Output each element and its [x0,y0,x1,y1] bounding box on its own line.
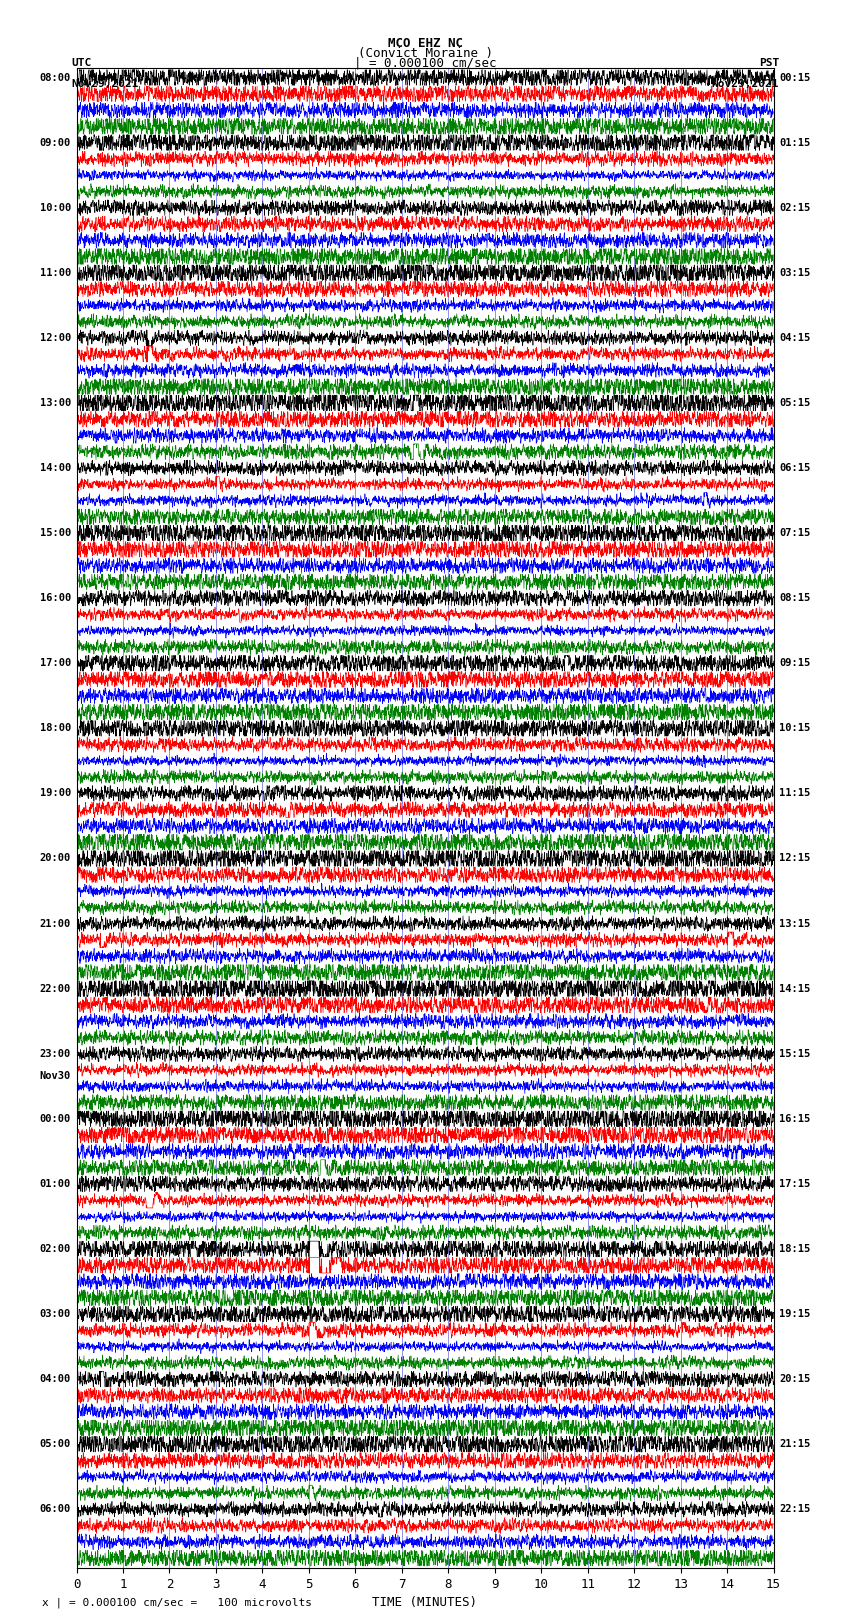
Text: 15:00: 15:00 [40,527,71,539]
Text: 18:00: 18:00 [40,723,71,734]
Text: 21:00: 21:00 [40,918,71,929]
Text: (Convict Moraine ): (Convict Moraine ) [358,47,492,60]
Text: 04:00: 04:00 [40,1374,71,1384]
Text: 11:00: 11:00 [40,268,71,277]
Text: 16:15: 16:15 [779,1115,810,1124]
Text: 17:00: 17:00 [40,658,71,668]
Text: MCO EHZ NC: MCO EHZ NC [388,37,462,50]
Text: | = 0.000100 cm/sec: | = 0.000100 cm/sec [354,56,496,69]
Text: 14:00: 14:00 [40,463,71,473]
Text: 21:15: 21:15 [779,1439,810,1448]
Text: 06:15: 06:15 [779,463,810,473]
Text: 12:15: 12:15 [779,853,810,863]
Text: 01:00: 01:00 [40,1179,71,1189]
Text: 22:15: 22:15 [779,1505,810,1515]
Text: 01:15: 01:15 [779,137,810,147]
Text: 20:00: 20:00 [40,853,71,863]
X-axis label: TIME (MINUTES): TIME (MINUTES) [372,1597,478,1610]
Text: Nov29,2021: Nov29,2021 [711,68,779,89]
Text: Nov29,2021: Nov29,2021 [71,68,139,89]
Text: 19:00: 19:00 [40,789,71,798]
Text: 23:00: 23:00 [40,1048,71,1058]
Text: 03:00: 03:00 [40,1310,71,1319]
Text: 10:00: 10:00 [40,203,71,213]
Text: x | = 0.000100 cm/sec =   100 microvolts: x | = 0.000100 cm/sec = 100 microvolts [42,1597,313,1608]
Text: 06:00: 06:00 [40,1505,71,1515]
Text: 09:00: 09:00 [40,137,71,147]
Text: 12:00: 12:00 [40,332,71,344]
Text: 17:15: 17:15 [779,1179,810,1189]
Text: PST: PST [759,58,779,68]
Text: 00:00: 00:00 [40,1115,71,1124]
Text: 10:15: 10:15 [779,723,810,734]
Text: 08:15: 08:15 [779,594,810,603]
Text: 16:00: 16:00 [40,594,71,603]
Text: UTC: UTC [71,58,91,68]
Text: 09:15: 09:15 [779,658,810,668]
Text: 03:15: 03:15 [779,268,810,277]
Text: 13:15: 13:15 [779,918,810,929]
Text: 05:00: 05:00 [40,1439,71,1448]
Text: 11:15: 11:15 [779,789,810,798]
Text: 05:15: 05:15 [779,398,810,408]
Text: 04:15: 04:15 [779,332,810,344]
Text: 15:15: 15:15 [779,1048,810,1058]
Text: 07:15: 07:15 [779,527,810,539]
Text: 18:15: 18:15 [779,1244,810,1253]
Text: Nov30: Nov30 [40,1071,71,1081]
Text: 14:15: 14:15 [779,984,810,994]
Text: 02:00: 02:00 [40,1244,71,1253]
Text: 20:15: 20:15 [779,1374,810,1384]
Text: 13:00: 13:00 [40,398,71,408]
Text: 08:00: 08:00 [40,73,71,82]
Text: 00:15: 00:15 [779,73,810,82]
Text: 22:00: 22:00 [40,984,71,994]
Text: 02:15: 02:15 [779,203,810,213]
Text: 19:15: 19:15 [779,1310,810,1319]
